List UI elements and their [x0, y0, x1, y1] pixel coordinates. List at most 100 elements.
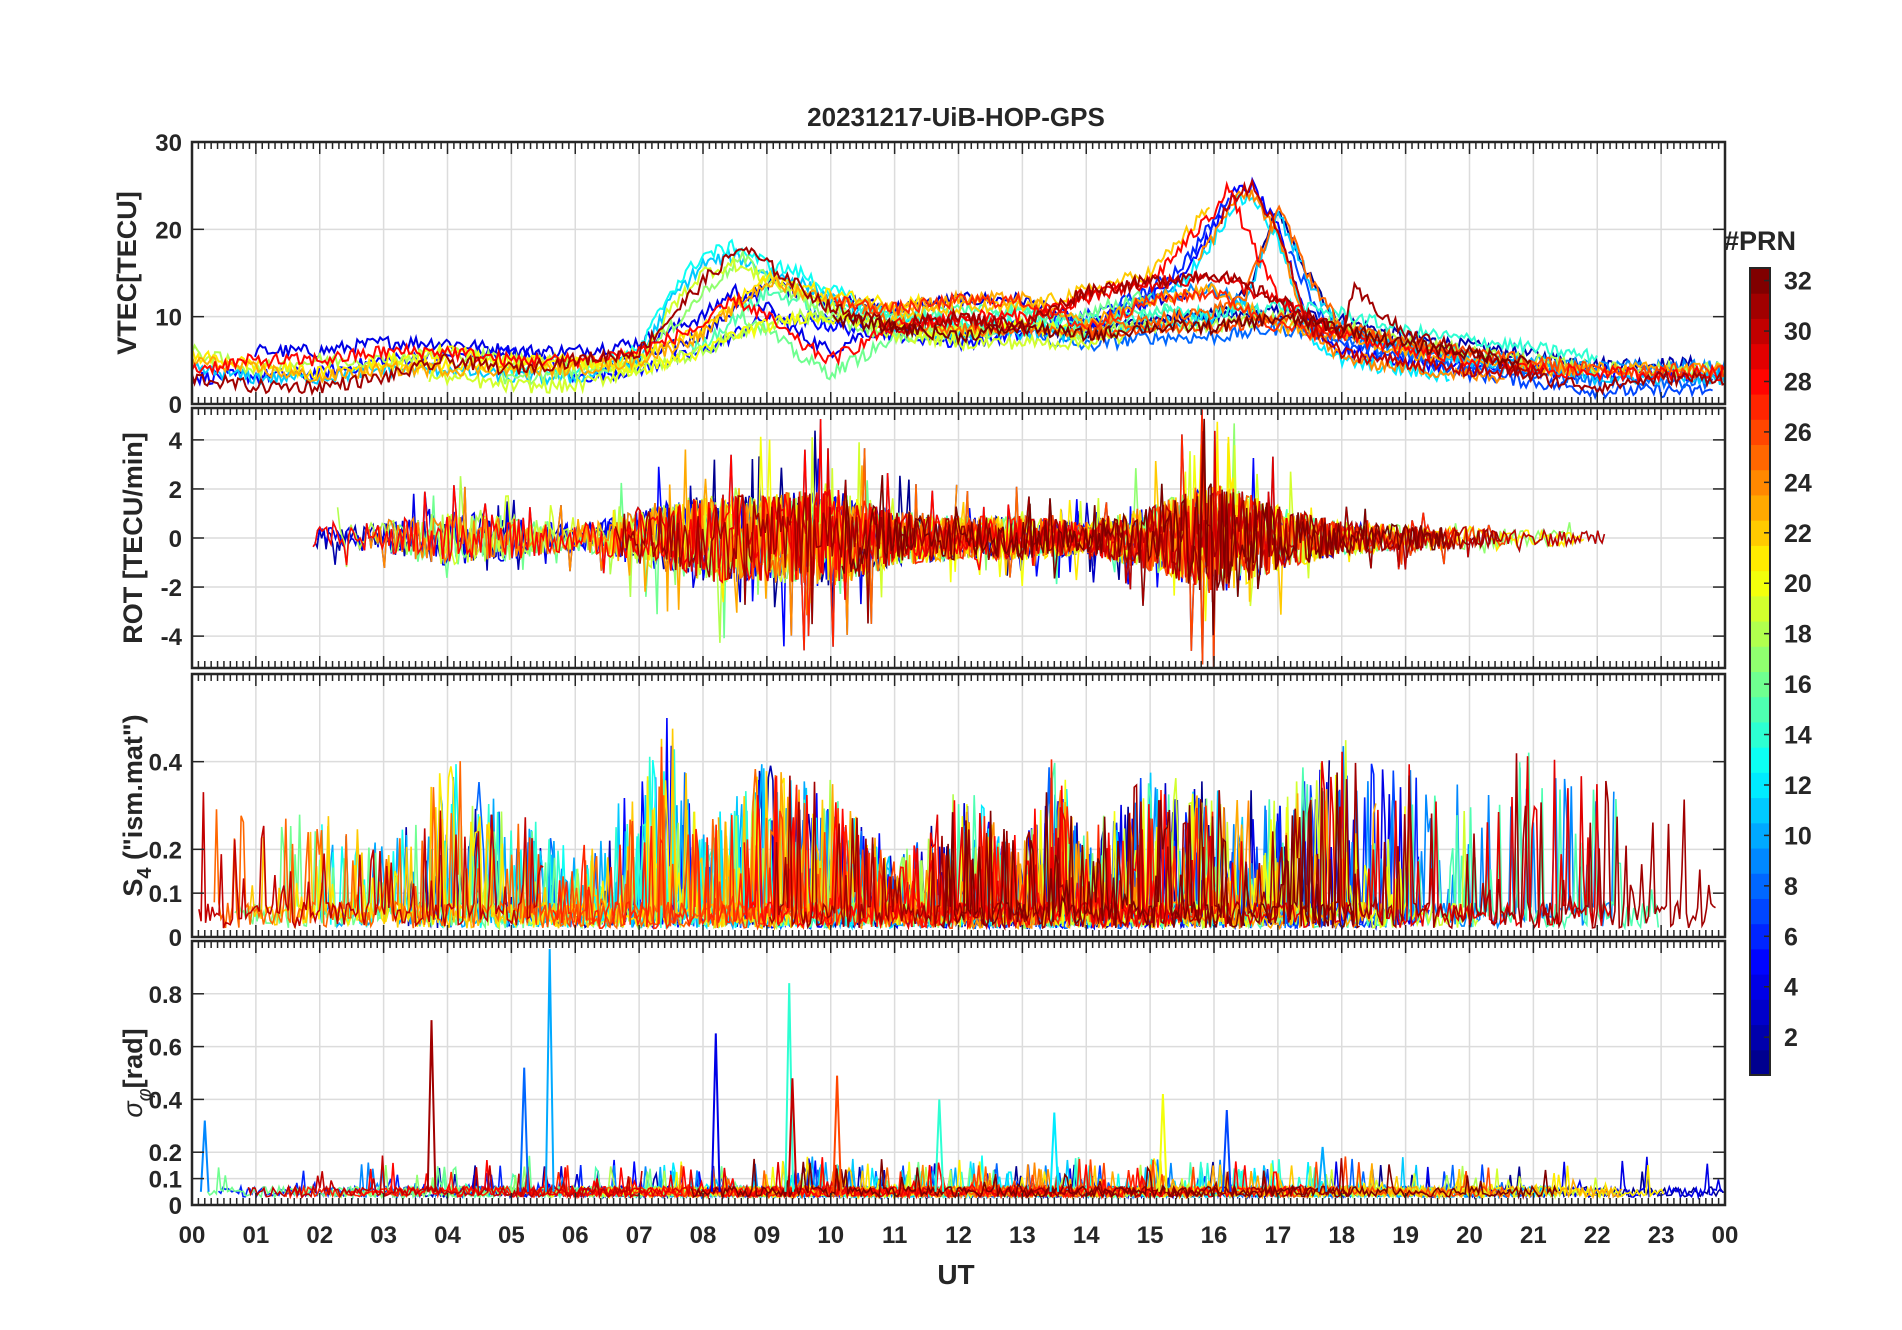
- x-ticks: [191, 408, 1726, 668]
- colorbar-tick-label: 10: [1784, 822, 1812, 850]
- colorbar-tick-label: 4: [1784, 974, 1798, 1002]
- sigma-phi-spike-0: [199, 1120, 210, 1192]
- vtec-line-prn-32: [832, 311, 1532, 368]
- colorbar-segment: [1750, 923, 1770, 950]
- sigma-phi-spike-4: [710, 1033, 721, 1192]
- vtec-line-prn-19: [428, 254, 1126, 395]
- x-tick-label: 14: [1073, 1222, 1100, 1249]
- colorbar-segment: [1750, 520, 1770, 546]
- panel-vtec: 0 10 20 30 VTEC[TECU]: [112, 130, 1727, 419]
- x-tick-label: 03: [370, 1222, 397, 1249]
- y-axis-label: VTEC[TECU]: [112, 191, 142, 355]
- y-tick-label: 0: [169, 392, 182, 419]
- colorbar-tick-label: 24: [1784, 469, 1812, 497]
- colorbar-segment: [1750, 494, 1770, 521]
- colorbar-segment: [1750, 797, 1770, 824]
- x-axis-tick-labels: 00 01 02 03 04 05 06 07 08 09 10 11 12 13 14 15 16 17 18 19…: [179, 1222, 1739, 1249]
- plot-area: [312, 409, 1606, 668]
- x-tick-label: 12: [945, 1222, 972, 1249]
- x-tick-label: 17: [1265, 1222, 1292, 1249]
- x-tick-label: 07: [626, 1222, 653, 1249]
- colorbar-segment: [1750, 419, 1770, 446]
- figure-title: 20231217-UiB-HOP-GPS: [807, 102, 1105, 132]
- rot-line-prn-32: [841, 418, 1447, 636]
- panel-rot: -4 -2 0 2 4 ROT [TECU/min]: [118, 406, 1727, 670]
- y-tick-label: 0.1: [149, 881, 182, 908]
- x-tick-label: 11: [882, 1222, 907, 1249]
- y-tick-label: 4: [169, 428, 183, 455]
- colorbar-label: #PRN: [1724, 226, 1796, 256]
- colorbar-segment: [1750, 545, 1770, 572]
- colorbar-segment: [1750, 747, 1770, 773]
- sigma-phi-line-prn-30: [247, 1155, 643, 1200]
- colorbar-segment: [1750, 974, 1770, 1000]
- colorbar-tick-label: 26: [1784, 419, 1812, 447]
- colorbar-tick-label: 6: [1784, 923, 1798, 951]
- vtec-line-prn-29: [877, 271, 1348, 342]
- colorbar-segment: [1750, 696, 1770, 723]
- colorbar-segment: [1750, 646, 1770, 672]
- y-tick-label: 20: [155, 217, 182, 244]
- panel-s4: 00.10.20.4S4 ("ism.mat"): [118, 672, 1727, 952]
- y-axis-label-rest: [rad]: [118, 1028, 148, 1088]
- colorbar-tick-label: 16: [1784, 671, 1812, 699]
- colorbar-segment: [1750, 1024, 1770, 1051]
- x-axis-label: UT: [937, 1259, 974, 1290]
- colorbar-segment: [1750, 469, 1770, 496]
- vtec-line-prn-24: [1197, 188, 1505, 385]
- colorbar-tick-label: 30: [1784, 318, 1812, 346]
- sigma-phi-line-prn-29: [515, 1162, 1074, 1200]
- x-tick-label: 00: [179, 1222, 206, 1249]
- y-axis-label: S4 ("ism.mat"): [118, 714, 156, 896]
- colorbar-tick-label: 32: [1784, 268, 1812, 296]
- x-tick-label: 15: [1137, 1222, 1164, 1249]
- sigma-phi-spike-12: [1317, 1146, 1328, 1192]
- colorbar-segment: [1750, 343, 1770, 370]
- y-tick-label: 10: [155, 305, 182, 332]
- y-tick-label: 0.8: [149, 982, 182, 1009]
- colorbar-segment: [1750, 368, 1770, 395]
- x-tick-label: 10: [817, 1222, 844, 1249]
- y-tick-label: 30: [155, 130, 182, 157]
- y-tick-label: 0.2: [149, 1140, 182, 1167]
- y-axis-label-main: S: [118, 879, 148, 897]
- rot-line-prn-31: [614, 431, 1502, 625]
- x-tick-label: 02: [306, 1222, 333, 1249]
- s4-line-prn-32: [940, 772, 1360, 929]
- y-tick-label: 0.4: [149, 1087, 183, 1114]
- x-tick-label: 01: [243, 1222, 270, 1249]
- x-tick-label: 21: [1520, 1222, 1547, 1249]
- x-tick-label: 16: [1201, 1222, 1228, 1249]
- x-tick-label: 04: [434, 1222, 461, 1249]
- x-tick-label: 18: [1328, 1222, 1355, 1249]
- colorbar-tick-label: 20: [1784, 570, 1812, 598]
- panel-sigma-phi: 00.10.2 0.4 0.6 0.8 σφ[rad]: [118, 939, 1727, 1220]
- colorbar-tick-label: 2: [1784, 1024, 1798, 1052]
- colorbar-segment: [1750, 848, 1770, 874]
- y-tick-label: 0: [169, 925, 182, 952]
- colorbar-segment: [1750, 318, 1770, 345]
- colorbar-tick-label: 14: [1784, 722, 1812, 750]
- colorbar-segment: [1750, 621, 1770, 647]
- y-axis-label-sub: φ: [134, 1088, 156, 1101]
- x-tick-label: 22: [1584, 1222, 1611, 1249]
- sigma-phi-line-prn-31: [1020, 1158, 1352, 1199]
- x-tick-label: 19: [1392, 1222, 1419, 1249]
- y-tick-label: 0.6: [149, 1035, 182, 1062]
- x-tick-label: 09: [754, 1222, 781, 1249]
- x-ticks: [191, 941, 1726, 1205]
- x-tick-label: 00: [1712, 1222, 1739, 1249]
- x-tick-label: 05: [498, 1222, 525, 1249]
- colorbar-tick-label: 28: [1784, 368, 1812, 396]
- y-axis-label-rest: ("ism.mat"): [118, 714, 148, 867]
- y-tick-label: 0.2: [149, 837, 182, 864]
- colorbar-segment: [1750, 999, 1770, 1026]
- sigma-phi-spike-11: [1221, 1109, 1232, 1192]
- x-ticks: [191, 142, 1726, 404]
- x-tick-label: 20: [1456, 1222, 1483, 1249]
- plot-area: [192, 176, 1725, 401]
- plot-area: [198, 717, 1716, 932]
- colorbar-segment: [1750, 898, 1770, 925]
